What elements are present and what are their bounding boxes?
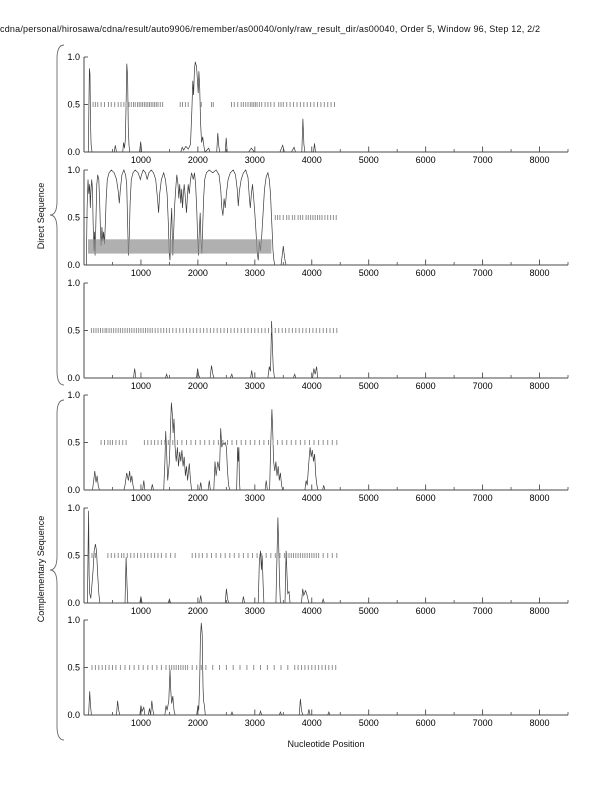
x-tick-label: 4000 (302, 381, 322, 391)
y-tick-label: 0.5 (67, 551, 80, 561)
y-tick-label: 1.0 (67, 390, 80, 400)
complementary-sequence-brace (49, 399, 65, 741)
x-tick-label: 1000 (131, 718, 151, 728)
x-tick-label: 3000 (245, 381, 265, 391)
panel-6-complementary-frame-3: 1000 2000 3000 4000 5000 6000 7000 8000 0.0 0.5 1.… (67, 615, 569, 728)
panel-4-curve (84, 402, 568, 491)
x-tick-label: 8000 (530, 606, 550, 616)
x-tick-label: 8000 (530, 718, 550, 728)
panel-5-complementary-frame-2: 1000 2000 3000 4000 5000 6000 7000 8000 0.0 0.5 1.… (67, 503, 569, 616)
x-tick-label: 7000 (473, 718, 493, 728)
x-tick-label: 6000 (416, 381, 436, 391)
panel-3-direct-frame-3: 1000 2000 3000 4000 5000 6000 7000 8000 0.0 0.5 1.… (67, 278, 569, 391)
panel-1-curve (84, 61, 568, 153)
x-tick-label: 3000 (245, 718, 265, 728)
panel-1-direct-frame-1: 1000 2000 3000 4000 5000 6000 7000 8000 0.0 0.5 1.… (67, 52, 569, 165)
y-tick-label: 0.0 (67, 485, 80, 495)
x-tick-label: 5000 (359, 606, 379, 616)
panel-4-complementary-frame-1: 1000 2000 3000 4000 5000 6000 7000 8000 0.0 0.5 1.… (67, 390, 569, 503)
x-tick-label: 5000 (359, 268, 379, 278)
x-axis-label: Nucleotide Position (287, 739, 365, 749)
x-tick-label: 5000 (359, 155, 379, 165)
x-tick-label: 2000 (188, 155, 208, 165)
x-tick-label: 3000 (245, 606, 265, 616)
panel-3-curve (84, 320, 568, 379)
y-tick-label: 0.0 (67, 598, 80, 608)
x-tick-label: 5000 (359, 718, 379, 728)
x-tick-label: 3000 (245, 155, 265, 165)
x-tick-label: 4000 (302, 718, 322, 728)
x-tick-label: 3000 (245, 268, 265, 278)
panel-2-direct-frame-2: 1000 2000 3000 4000 5000 6000 7000 8000 0.0 0.5 1.… (67, 165, 569, 278)
panel-5-curve (84, 510, 568, 604)
x-tick-label: 7000 (473, 268, 493, 278)
x-tick-label: 3000 (245, 493, 265, 503)
x-tick-label: 6000 (416, 268, 436, 278)
y-tick-label: 0.5 (67, 326, 80, 336)
x-tick-label: 4000 (302, 606, 322, 616)
x-tick-label: 4000 (302, 493, 322, 503)
x-tick-label: 7000 (473, 155, 493, 165)
x-tick-label: 8000 (530, 493, 550, 503)
x-tick-label: 7000 (473, 606, 493, 616)
y-tick-label: 0.5 (67, 100, 80, 110)
x-tick-label: 2000 (188, 381, 208, 391)
y-tick-label: 0.0 (67, 147, 80, 157)
complementary-sequence-label: Complementary Sequence (36, 515, 46, 623)
y-tick-label: 1.0 (67, 52, 80, 62)
x-tick-label: 6000 (416, 606, 436, 616)
x-tick-label: 4000 (302, 155, 322, 165)
x-tick-label: 7000 (473, 493, 493, 503)
y-tick-label: 1.0 (67, 165, 80, 175)
x-tick-label: 2000 (188, 268, 208, 278)
x-tick-label: 1000 (131, 606, 151, 616)
x-tick-label: 1000 (131, 155, 151, 165)
y-tick-label: 0.0 (67, 373, 80, 383)
panel-2-curve (85, 169, 568, 266)
y-tick-label: 1.0 (67, 278, 80, 288)
y-tick-label: 0.5 (67, 663, 80, 673)
x-tick-label: 4000 (302, 268, 322, 278)
x-tick-label: 2000 (188, 718, 208, 728)
y-tick-label: 0.0 (67, 710, 80, 720)
predicted-region-bar (88, 239, 272, 254)
plot-title: cdna/personal/hirosawa/cdna/result/auto9… (0, 24, 541, 34)
x-tick-label: 2000 (188, 493, 208, 503)
x-tick-label: 1000 (131, 381, 151, 391)
y-tick-label: 1.0 (67, 615, 80, 625)
x-tick-label: 7000 (473, 381, 493, 391)
x-tick-label: 1000 (131, 268, 151, 278)
x-tick-label: 5000 (359, 381, 379, 391)
y-tick-label: 1.0 (67, 503, 80, 513)
x-tick-label: 8000 (530, 381, 550, 391)
y-tick-label: 0.5 (67, 213, 80, 223)
direct-sequence-label: Direct Sequence (36, 182, 46, 250)
x-tick-label: 1000 (131, 493, 151, 503)
x-tick-label: 8000 (530, 155, 550, 165)
x-tick-label: 6000 (416, 155, 436, 165)
y-tick-label: 0.5 (67, 438, 80, 448)
x-tick-label: 6000 (416, 718, 436, 728)
direct-sequence-brace (49, 44, 65, 386)
x-tick-label: 5000 (359, 493, 379, 503)
x-tick-label: 8000 (530, 268, 550, 278)
x-tick-label: 6000 (416, 493, 436, 503)
y-tick-label: 0.0 (67, 260, 80, 270)
x-tick-label: 2000 (188, 606, 208, 616)
